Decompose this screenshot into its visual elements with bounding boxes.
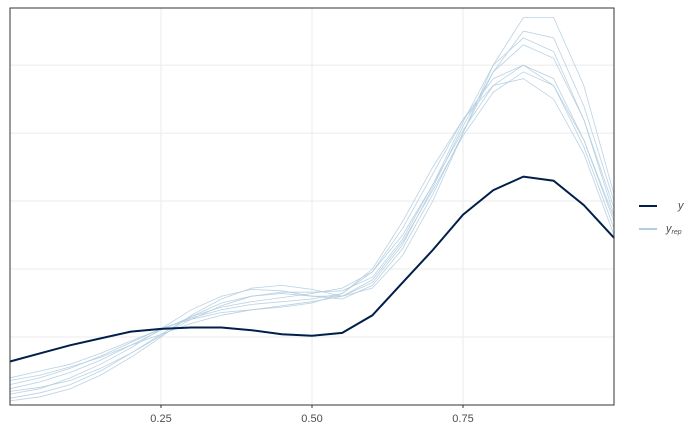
yrep-density [9,30,615,395]
x-tick-label: 0.25 [150,413,171,425]
legend-label: yrep [665,223,682,236]
yrep-density [9,64,615,390]
panel-border [9,7,615,406]
x-tick-label: 0.50 [301,413,322,425]
legend-label-main: y [665,223,673,235]
legend-label-sub: rep [672,229,682,236]
y-density [9,175,615,363]
yrep-density [9,37,615,392]
yrep-density [9,17,615,402]
yrep-density [9,71,615,381]
legend-label: y [677,200,685,212]
yrep-density [9,64,615,385]
x-tick-label: 0.75 [452,413,473,425]
yrep-density [9,78,615,379]
